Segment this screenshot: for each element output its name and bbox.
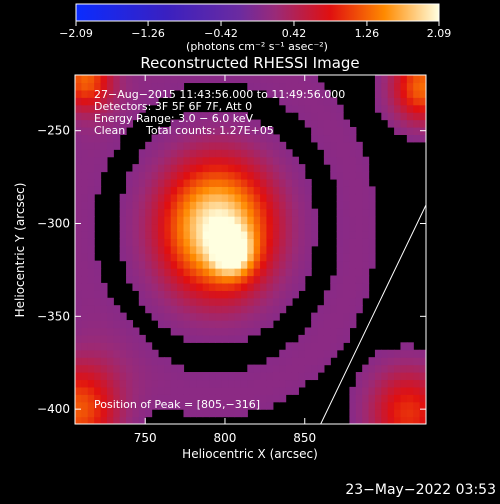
x-tick-label: 850 — [293, 431, 316, 445]
heatmap-image — [75, 75, 426, 424]
colorbar-tick-label: −0.42 — [204, 27, 238, 40]
colorbar-tick-label: −1.26 — [131, 27, 165, 40]
annotation-block: 27−Aug−2015 11:43:56.000 to 11:49:56.000… — [94, 88, 345, 411]
plot-frame — [74, 74, 427, 425]
y-tick-label: −350 — [37, 309, 70, 323]
annotation-time-range: 27−Aug−2015 11:43:56.000 to 11:49:56.000 — [94, 88, 345, 101]
annotation-peak-position: Position of Peak = [805,−316] — [94, 398, 260, 411]
colorbar-tick-label: 2.09 — [427, 27, 452, 40]
y-tick-label: −400 — [37, 402, 70, 416]
chart-title: Reconstructed RHESSI Image — [140, 54, 359, 72]
annotation-energy: Energy Range: 3.0 − 6.0 keV — [94, 112, 254, 125]
colorbar-tick-label: 1.26 — [355, 27, 380, 40]
annotation-clean: Clean — [94, 124, 125, 137]
y-axis-label: Heliocentric Y (arcsec) — [13, 183, 27, 318]
colorbar-tick-label: −2.09 — [59, 27, 93, 40]
x-tick-label: 750 — [134, 431, 157, 445]
annotation-total-counts: Total counts: 1.27E+05 — [145, 124, 274, 137]
x-axis-ticks: 750 800 850 — [134, 75, 316, 445]
annotation-detectors: Detectors: 3F 5F 6F 7F, Att 0 — [94, 100, 252, 113]
solar-limb-line — [320, 204, 426, 424]
x-tick-label: 800 — [214, 431, 237, 445]
colorbar-unit-label: (photons cm⁻² s⁻¹ asec⁻²) — [186, 40, 328, 53]
footer-date: 23−May−2022 03:53 — [345, 482, 496, 498]
y-tick-label: −300 — [37, 217, 70, 231]
x-axis-label: Heliocentric X (arcsec) — [182, 447, 318, 461]
y-axis-ticks: −250 −300 −350 −400 — [37, 124, 426, 416]
colorbar-tick-label: 0.42 — [282, 27, 307, 40]
colorbar-ticks: −2.09 −1.26 −0.42 0.42 1.26 2.09 — [59, 21, 451, 40]
colorbar — [75, 3, 440, 22]
y-tick-label: −250 — [37, 124, 70, 138]
